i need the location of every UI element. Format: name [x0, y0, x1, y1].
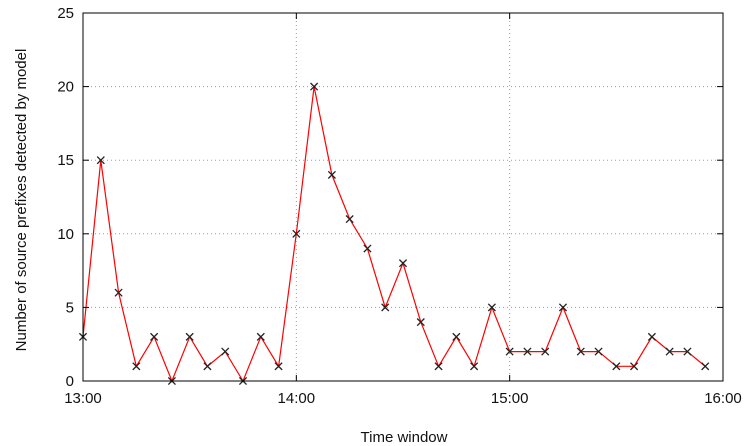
data-point-stroke — [470, 362, 479, 371]
y-tick-label: 10 — [57, 226, 74, 243]
data-point — [363, 244, 372, 253]
data-point — [203, 362, 212, 371]
data-point — [310, 82, 319, 91]
data-point — [434, 362, 443, 371]
x-tick-label: 16:00 — [704, 390, 742, 407]
y-tick-label: 5 — [66, 299, 74, 316]
data-point — [630, 362, 639, 371]
data-point — [683, 347, 692, 356]
data-point-stroke — [558, 303, 568, 312]
data-point-stroke — [398, 259, 408, 268]
data-point — [345, 215, 354, 224]
data-point-stroke — [221, 347, 230, 356]
data-point-stroke — [612, 362, 621, 371]
series-layer — [78, 82, 710, 386]
data-point-stroke — [256, 332, 265, 341]
data-point-stroke — [701, 362, 710, 371]
x-axis-title: Time window — [361, 429, 448, 446]
data-point-stroke — [327, 170, 336, 179]
plot-frame — [82, 12, 724, 382]
data-point-stroke — [203, 362, 212, 371]
data-point-stroke — [292, 229, 301, 238]
data-point-stroke — [630, 362, 639, 371]
x-tick-label: 13:00 — [64, 390, 102, 407]
data-point — [665, 347, 674, 356]
data-point — [327, 170, 336, 179]
data-point-stroke — [683, 347, 692, 356]
x-tick-label: 14:00 — [278, 390, 316, 407]
data-point-stroke — [665, 347, 674, 356]
data-point — [612, 362, 621, 371]
data-point-stroke — [345, 215, 354, 224]
data-point-stroke — [363, 244, 372, 253]
data-point-stroke — [96, 156, 105, 165]
data-point-stroke — [505, 347, 514, 356]
data-point — [114, 288, 123, 297]
data-point — [185, 332, 194, 341]
y-tick-label: 20 — [57, 79, 74, 96]
data-point-stroke — [452, 332, 461, 341]
data-point-stroke — [274, 362, 283, 371]
data-point — [398, 259, 408, 268]
data-point-stroke — [434, 362, 443, 371]
data-point — [132, 362, 141, 371]
axes: 0 5 10 15 20 25 13:00 14:00 15:00 16:00 — [57, 5, 741, 407]
grid-lines — [83, 13, 723, 381]
data-point — [381, 303, 390, 312]
data-point — [416, 318, 425, 327]
data-point — [274, 362, 283, 371]
data-point-stroke — [381, 303, 390, 312]
data-point-stroke — [541, 347, 550, 356]
data-point-stroke — [114, 288, 123, 297]
data-point-stroke — [310, 82, 319, 91]
data-point — [505, 347, 514, 356]
data-point-stroke — [487, 303, 496, 312]
data-point — [576, 347, 585, 356]
data-point-stroke — [576, 347, 585, 356]
data-point — [558, 303, 568, 312]
data-point-stroke — [185, 332, 194, 341]
data-point — [523, 347, 532, 356]
y-axis-title: Number of source prefixes detected by mo… — [13, 49, 30, 352]
data-point — [594, 347, 603, 356]
data-point-stroke — [132, 362, 141, 371]
data-point — [256, 332, 265, 341]
data-point-stroke — [594, 347, 603, 356]
data-point — [541, 347, 550, 356]
y-tick-label: 25 — [57, 5, 74, 22]
data-point — [96, 156, 105, 165]
data-point-stroke — [523, 347, 532, 356]
x-tick-label: 15:00 — [491, 390, 529, 407]
data-point — [221, 347, 230, 356]
data-point — [292, 229, 301, 238]
data-point — [470, 362, 479, 371]
data-point — [647, 332, 656, 341]
data-point-stroke — [150, 332, 159, 341]
y-tick-label: 0 — [66, 373, 74, 390]
data-point — [150, 332, 159, 341]
data-point-stroke — [647, 332, 656, 341]
y-tick-label: 15 — [57, 152, 74, 169]
data-point — [452, 332, 461, 341]
data-point — [701, 362, 710, 371]
data-point — [487, 303, 496, 312]
data-point-stroke — [416, 318, 425, 327]
